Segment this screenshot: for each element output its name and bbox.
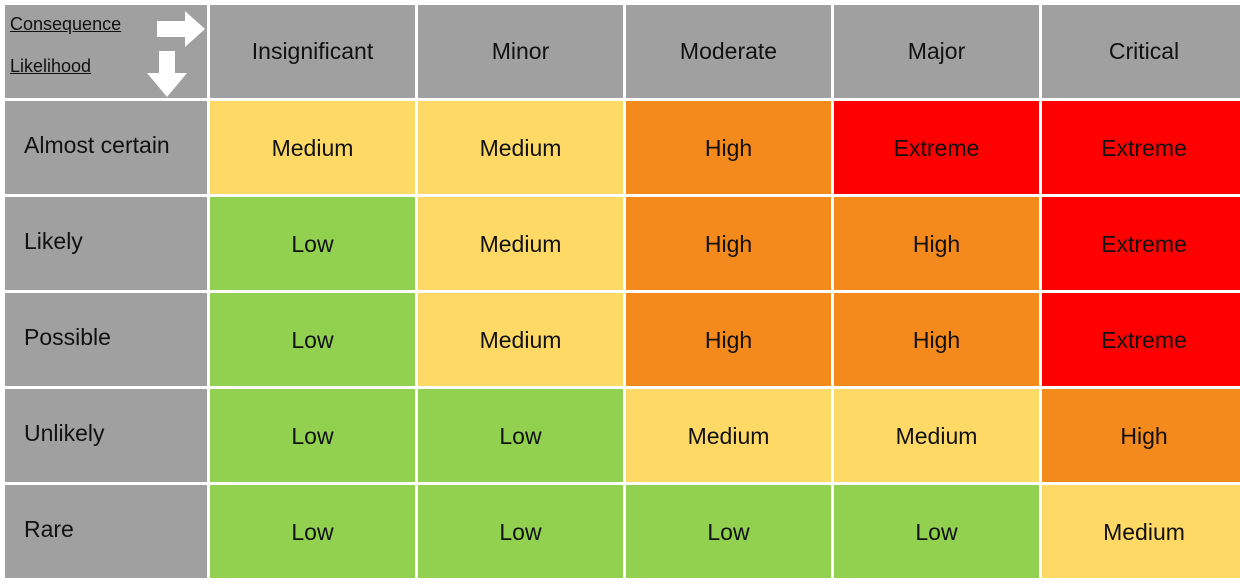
- risk-cell: Medium: [418, 101, 623, 194]
- risk-cell: Extreme: [834, 101, 1039, 194]
- consequence-header-major: Major: [834, 5, 1039, 98]
- likelihood-header-likely: Likely: [5, 197, 207, 290]
- consequence-header-critical: Critical: [1042, 5, 1240, 98]
- risk-cell: Medium: [418, 293, 623, 386]
- risk-cell: Medium: [1042, 485, 1240, 578]
- risk-cell: High: [626, 101, 831, 194]
- risk-cell: High: [626, 293, 831, 386]
- risk-cell: Low: [834, 485, 1039, 578]
- risk-cell: High: [834, 293, 1039, 386]
- risk-cell: Low: [210, 197, 415, 290]
- matrix-corner: Consequence Likelihood: [5, 5, 207, 98]
- risk-cell: Low: [210, 485, 415, 578]
- risk-cell: Extreme: [1042, 101, 1240, 194]
- likelihood-axis-label: Likelihood: [10, 56, 92, 76]
- risk-matrix: Consequence Likelihood Insignificant Min…: [5, 5, 1240, 581]
- risk-cell: Medium: [418, 197, 623, 290]
- risk-cell: Extreme: [1042, 293, 1240, 386]
- likelihood-header-rare: Rare: [5, 485, 207, 578]
- risk-cell: Extreme: [1042, 197, 1240, 290]
- consequence-header-moderate: Moderate: [626, 5, 831, 98]
- risk-cell: Medium: [626, 389, 831, 482]
- likelihood-header-unlikely: Unlikely: [5, 389, 207, 482]
- risk-cell: Medium: [834, 389, 1039, 482]
- risk-cell: Low: [210, 389, 415, 482]
- consequence-axis-label: Consequence: [10, 14, 122, 34]
- risk-cell: High: [626, 197, 831, 290]
- risk-cell: Medium: [210, 101, 415, 194]
- likelihood-header-possible: Possible: [5, 293, 207, 386]
- risk-cell: High: [1042, 389, 1240, 482]
- consequence-header-insignificant: Insignificant: [210, 5, 415, 98]
- risk-cell: Low: [418, 485, 623, 578]
- risk-cell: Low: [210, 293, 415, 386]
- arrow-down-icon: [147, 51, 187, 97]
- risk-cell: High: [834, 197, 1039, 290]
- arrow-right-icon: [157, 11, 205, 47]
- likelihood-header-almost-certain: Almost certain: [5, 101, 207, 194]
- consequence-header-minor: Minor: [418, 5, 623, 98]
- risk-cell: Low: [418, 389, 623, 482]
- risk-cell: Low: [626, 485, 831, 578]
